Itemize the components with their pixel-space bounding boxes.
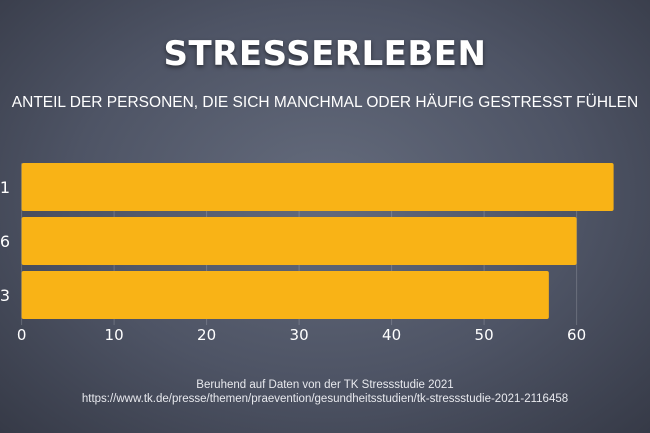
x-tick-label: 10 bbox=[105, 326, 124, 344]
chart-title: STRESSERLEBEN bbox=[163, 34, 487, 74]
chart-subtitle: ANTEIL DER PERSONEN, DIE SICH MANCHMAL O… bbox=[11, 94, 639, 111]
x-tick-label: 30 bbox=[290, 326, 309, 344]
y-tick-label: 6 bbox=[0, 232, 10, 251]
bar bbox=[21, 163, 614, 211]
x-tick-label: 60 bbox=[567, 326, 586, 344]
x-tick-label: 0 bbox=[17, 326, 27, 344]
bar bbox=[21, 217, 577, 265]
source-url: https://www.tk.de/presse/themen/praevent… bbox=[81, 393, 569, 405]
source-line: Beruhend auf Daten von der TK Stressstud… bbox=[196, 379, 454, 391]
x-tick-label: 20 bbox=[197, 326, 216, 344]
x-tick-label: 50 bbox=[475, 326, 494, 344]
y-tick-label: 3 bbox=[0, 286, 10, 305]
y-tick-label: 1 bbox=[0, 178, 10, 197]
bar-chart: 0 10 20 30 40 50 60 1 6 3 bbox=[0, 163, 614, 344]
x-tick-label: 40 bbox=[382, 326, 401, 344]
source-note: Beruhend auf Daten von der TK Stressstud… bbox=[0, 378, 650, 406]
bar bbox=[21, 271, 549, 319]
